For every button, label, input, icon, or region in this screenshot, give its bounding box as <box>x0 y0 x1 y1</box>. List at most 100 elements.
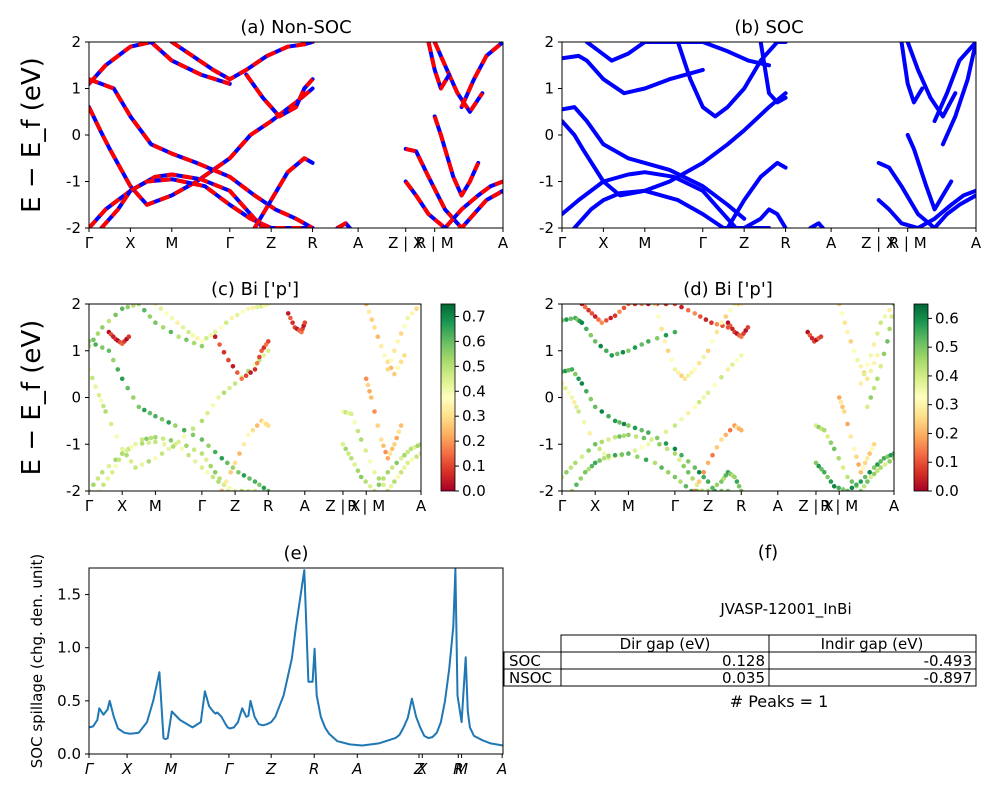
projection-point <box>91 482 96 488</box>
projection-point <box>199 465 205 470</box>
projection-point <box>579 320 585 326</box>
projection-point <box>858 364 864 369</box>
projection-point <box>858 488 864 491</box>
projection-point <box>227 385 232 391</box>
projection-point <box>153 439 158 445</box>
projection-point <box>739 427 744 433</box>
projection-point <box>714 445 720 450</box>
projection-point <box>355 428 361 434</box>
colorbar-tick-label: 0.7 <box>462 307 486 325</box>
projection-point <box>723 432 729 438</box>
projection-point <box>402 452 407 458</box>
projection-point <box>566 390 571 396</box>
projection-point <box>210 474 216 480</box>
projection-point <box>719 437 724 442</box>
projection-point <box>597 446 602 452</box>
projection-point <box>252 367 258 372</box>
projection-point <box>601 451 607 456</box>
projection-point <box>116 457 122 463</box>
projection-point <box>598 343 603 349</box>
projection-point <box>385 367 391 372</box>
projection-point <box>363 479 369 484</box>
projection-point <box>139 437 145 442</box>
projection-point <box>562 318 565 323</box>
x-tick-label: X <box>121 760 133 778</box>
projection-point <box>868 395 874 400</box>
projection-point <box>569 395 575 400</box>
x-tick-label: M <box>165 234 178 252</box>
projection-point <box>205 470 210 475</box>
projection-point <box>392 442 397 447</box>
panel-a: -2 -1 0 1 2 Γ X M Γ Z R A Z | XR | M A (a) Non-SOC E − … <box>17 17 509 252</box>
band-line <box>758 42 788 105</box>
projection-point <box>396 429 402 435</box>
projection-point <box>153 304 158 307</box>
projection-point <box>136 404 142 410</box>
band-line-dashed <box>170 42 314 82</box>
projection-point <box>181 427 187 433</box>
projection-point <box>851 446 857 452</box>
projection-point <box>164 311 169 316</box>
projection-point <box>848 434 854 439</box>
projection-point <box>845 421 850 427</box>
projection-point <box>89 367 92 372</box>
projection-point <box>672 423 678 428</box>
y-tick-label: -1 <box>66 435 81 453</box>
projection-point <box>346 451 351 456</box>
projection-point <box>402 353 407 358</box>
projection-point <box>124 452 129 458</box>
projection-point <box>569 488 575 491</box>
projection-point <box>190 432 196 438</box>
projection-point <box>828 440 834 446</box>
projection-point <box>845 488 850 491</box>
projection-point <box>230 465 236 470</box>
projection-point <box>828 479 834 484</box>
projection-point <box>868 368 874 374</box>
colorbar-tick-label: 0.6 <box>935 309 959 327</box>
projection-point <box>355 468 361 474</box>
y-axis-label: SOC spillage (chg. den. unit) <box>28 554 46 769</box>
projection-point <box>685 459 691 464</box>
projection-point <box>106 348 112 354</box>
projection-point <box>851 348 857 354</box>
colorbar-tick-label: 0.5 <box>462 357 486 375</box>
projection-point <box>665 470 671 475</box>
projection-point <box>672 304 678 307</box>
projection-point <box>254 304 260 310</box>
y-tick-label: 2 <box>544 295 554 313</box>
projection-point <box>378 343 384 349</box>
projection-point <box>739 353 744 358</box>
band-line <box>876 188 976 228</box>
projection-point <box>705 479 711 484</box>
projection-point <box>582 304 588 310</box>
projection-point <box>257 482 262 488</box>
projection-point <box>727 307 733 313</box>
projection-point <box>166 446 171 452</box>
projection-point <box>352 462 357 467</box>
x-tick-label: Z <box>413 760 425 778</box>
projection-point <box>208 463 213 469</box>
x-tick-label: Γ <box>671 497 680 515</box>
x-tick-label: R | M <box>889 234 927 252</box>
x-tick-label: X <box>590 497 600 515</box>
projection-point <box>266 488 271 491</box>
projection-point <box>700 488 705 491</box>
projection-point <box>199 451 205 456</box>
x-tick-label: Γ <box>198 497 207 515</box>
projection-point <box>571 399 577 405</box>
projection-point <box>221 350 227 355</box>
projection-point <box>882 462 888 467</box>
projection-point <box>685 307 691 313</box>
projection-point <box>223 479 229 484</box>
projection-point <box>586 448 591 453</box>
projection-point <box>190 426 196 432</box>
projection-point <box>128 445 134 450</box>
projection-point <box>652 460 658 466</box>
projection-point <box>579 304 585 307</box>
projection-point <box>588 332 594 338</box>
projection-point <box>871 342 877 347</box>
projection-point <box>219 488 225 491</box>
projection-point <box>367 459 373 464</box>
projection-point <box>615 351 620 357</box>
projection-point <box>836 456 841 461</box>
